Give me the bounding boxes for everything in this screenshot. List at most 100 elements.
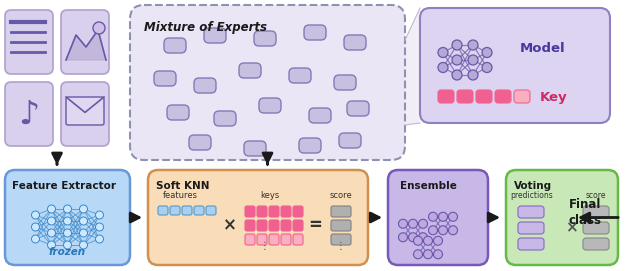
Text: Soft KNN: Soft KNN xyxy=(156,181,209,191)
FancyBboxPatch shape xyxy=(583,222,609,234)
Circle shape xyxy=(95,223,104,231)
Circle shape xyxy=(399,219,408,228)
Circle shape xyxy=(408,219,417,228)
FancyBboxPatch shape xyxy=(214,111,236,126)
Polygon shape xyxy=(405,8,420,125)
FancyBboxPatch shape xyxy=(269,234,279,245)
FancyBboxPatch shape xyxy=(257,206,267,217)
FancyBboxPatch shape xyxy=(495,90,511,103)
FancyBboxPatch shape xyxy=(164,38,186,53)
FancyBboxPatch shape xyxy=(309,108,331,123)
FancyBboxPatch shape xyxy=(289,68,311,83)
FancyBboxPatch shape xyxy=(583,206,609,218)
Circle shape xyxy=(95,235,104,243)
FancyBboxPatch shape xyxy=(194,78,216,93)
Circle shape xyxy=(79,229,88,237)
Text: ⋮: ⋮ xyxy=(336,241,346,251)
FancyBboxPatch shape xyxy=(206,206,216,215)
FancyBboxPatch shape xyxy=(239,63,261,78)
FancyBboxPatch shape xyxy=(245,220,255,231)
Text: features: features xyxy=(163,191,198,200)
Circle shape xyxy=(449,226,458,235)
FancyBboxPatch shape xyxy=(244,141,266,156)
Text: Ensemble: Ensemble xyxy=(400,181,457,191)
Circle shape xyxy=(31,235,40,243)
FancyBboxPatch shape xyxy=(5,170,130,265)
Text: Model: Model xyxy=(520,41,566,54)
FancyBboxPatch shape xyxy=(148,170,368,265)
FancyBboxPatch shape xyxy=(259,98,281,113)
Circle shape xyxy=(424,250,433,259)
Circle shape xyxy=(433,250,442,259)
FancyBboxPatch shape xyxy=(331,234,351,245)
Text: Voting: Voting xyxy=(514,181,552,191)
FancyBboxPatch shape xyxy=(61,10,109,74)
Circle shape xyxy=(482,47,492,57)
Circle shape xyxy=(468,40,478,50)
FancyBboxPatch shape xyxy=(583,238,609,250)
Circle shape xyxy=(63,241,72,249)
Circle shape xyxy=(482,63,492,73)
FancyBboxPatch shape xyxy=(293,206,303,217)
FancyBboxPatch shape xyxy=(518,222,544,234)
Circle shape xyxy=(47,205,56,213)
Text: ×: × xyxy=(564,221,577,235)
Text: ×: × xyxy=(223,216,237,234)
Circle shape xyxy=(79,217,88,225)
FancyBboxPatch shape xyxy=(257,234,267,245)
FancyBboxPatch shape xyxy=(130,5,405,160)
Circle shape xyxy=(47,241,56,249)
Text: =: = xyxy=(308,216,322,234)
Text: Final
class: Final class xyxy=(568,198,602,227)
FancyBboxPatch shape xyxy=(66,97,104,125)
Circle shape xyxy=(419,219,428,228)
Text: Key: Key xyxy=(540,91,568,104)
Circle shape xyxy=(79,205,88,213)
FancyBboxPatch shape xyxy=(293,220,303,231)
FancyBboxPatch shape xyxy=(518,238,544,250)
FancyBboxPatch shape xyxy=(438,90,454,103)
Circle shape xyxy=(433,236,442,245)
Circle shape xyxy=(63,205,72,213)
FancyBboxPatch shape xyxy=(506,170,618,265)
FancyBboxPatch shape xyxy=(344,35,366,50)
FancyBboxPatch shape xyxy=(293,234,303,245)
Circle shape xyxy=(438,212,447,221)
FancyBboxPatch shape xyxy=(182,206,192,215)
FancyBboxPatch shape xyxy=(245,234,255,245)
FancyBboxPatch shape xyxy=(334,75,356,90)
Circle shape xyxy=(429,226,438,235)
FancyBboxPatch shape xyxy=(5,10,53,74)
Circle shape xyxy=(63,217,72,225)
Circle shape xyxy=(424,236,433,245)
Text: score: score xyxy=(586,191,606,200)
Text: Mixture of Experts: Mixture of Experts xyxy=(144,21,267,34)
FancyBboxPatch shape xyxy=(347,101,369,116)
FancyBboxPatch shape xyxy=(154,71,176,86)
FancyBboxPatch shape xyxy=(514,90,530,103)
Circle shape xyxy=(408,233,417,242)
Circle shape xyxy=(452,55,462,65)
Circle shape xyxy=(452,40,462,50)
Text: predictions: predictions xyxy=(511,191,554,200)
FancyBboxPatch shape xyxy=(170,206,180,215)
Text: ⋮: ⋮ xyxy=(260,241,270,251)
FancyBboxPatch shape xyxy=(476,90,492,103)
FancyBboxPatch shape xyxy=(189,135,211,150)
Circle shape xyxy=(413,236,422,245)
FancyBboxPatch shape xyxy=(331,220,351,231)
FancyBboxPatch shape xyxy=(158,206,168,215)
FancyBboxPatch shape xyxy=(457,90,473,103)
FancyBboxPatch shape xyxy=(257,220,267,231)
Polygon shape xyxy=(66,30,106,60)
FancyBboxPatch shape xyxy=(269,220,279,231)
Circle shape xyxy=(47,217,56,225)
Circle shape xyxy=(449,212,458,221)
FancyBboxPatch shape xyxy=(388,170,488,265)
Circle shape xyxy=(93,22,105,34)
FancyBboxPatch shape xyxy=(420,8,610,123)
Circle shape xyxy=(438,226,447,235)
Circle shape xyxy=(419,233,428,242)
FancyBboxPatch shape xyxy=(304,25,326,40)
FancyBboxPatch shape xyxy=(61,82,109,146)
